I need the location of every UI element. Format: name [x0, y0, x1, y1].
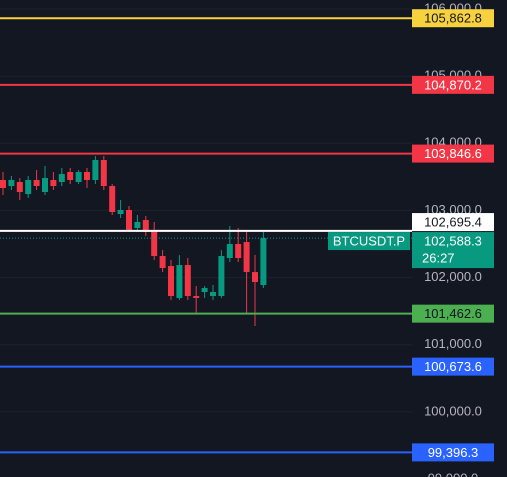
candle-body [159, 256, 166, 269]
candle-body [109, 186, 116, 213]
candle-body [252, 272, 258, 283]
y-tick-label: 102,000.0 [424, 269, 482, 284]
candle-body [92, 160, 99, 181]
symbol-label-bg [328, 232, 410, 251]
candle-body [210, 292, 216, 297]
candle-body [176, 265, 183, 299]
candle-body [100, 160, 107, 187]
candle-body [50, 180, 57, 187]
level-label-bg [412, 213, 494, 232]
candle-body [184, 265, 191, 297]
last-price-label: 102,588.3 [424, 234, 482, 249]
level-label: 101,462.6 [424, 306, 482, 321]
candle-body [243, 242, 250, 273]
level-label-bg [412, 443, 494, 462]
level-label: 105,862.8 [424, 11, 482, 26]
candle-body [201, 288, 208, 293]
last-price-bg [412, 232, 494, 269]
candle-body [84, 172, 90, 181]
level-label: 103,846.6 [424, 146, 482, 161]
candle-body [235, 244, 242, 259]
candle-body [42, 178, 48, 193]
candle-body [126, 210, 132, 231]
level-label-bg [412, 75, 494, 94]
candle-body [67, 172, 74, 181]
candle-body [151, 230, 158, 257]
candle-body [260, 238, 267, 286]
level-label: 100,673.6 [424, 359, 482, 374]
candle-body [168, 266, 174, 297]
level-label: 102,695.4 [424, 215, 482, 230]
level-label-bg [412, 9, 494, 28]
symbol-label: BTCUSDT.P [333, 234, 405, 249]
y-tick-label: 100,000.0 [424, 403, 482, 418]
candle-body [25, 180, 32, 195]
candle-body [193, 296, 200, 299]
y-tick-label: 101,000.0 [424, 336, 482, 351]
candle-body [33, 180, 40, 187]
level-label: 104,870.2 [424, 77, 482, 92]
level-label-bg [412, 304, 494, 323]
candle-body [58, 174, 65, 183]
countdown: 26:27 [422, 251, 455, 266]
level-label-bg [412, 144, 494, 163]
candle-body [226, 244, 233, 259]
candle-body [8, 180, 15, 187]
level-label: 99,396.3 [428, 445, 479, 460]
candle-body [16, 182, 23, 193]
candle-body [218, 256, 225, 297]
candle-body [75, 172, 82, 183]
candle-body [142, 220, 149, 233]
candle-body [134, 222, 141, 229]
level-label-bg [412, 357, 494, 376]
y-tick-label: 99,000.0 [428, 470, 479, 477]
candle-body [0, 180, 6, 189]
candle-body [117, 210, 124, 215]
